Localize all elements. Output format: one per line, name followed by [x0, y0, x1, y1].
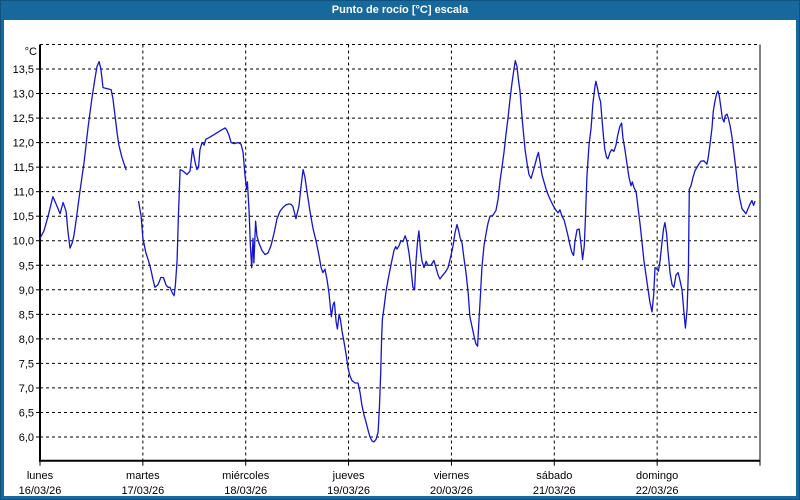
y-tick-label: 9,5	[19, 260, 34, 272]
y-tick-label: 12,0	[13, 138, 34, 150]
x-date-label: 16/03/26	[19, 485, 62, 497]
x-day-label: jueves	[332, 470, 365, 482]
chart-panel	[4, 20, 796, 496]
x-day-label: sábado	[536, 470, 572, 482]
x-day-label: lunes	[27, 470, 54, 482]
x-day-label: miércoles	[222, 470, 270, 482]
y-tick-label: 11,0	[13, 187, 34, 199]
x-date-label: 20/03/26	[430, 485, 473, 497]
x-date-label: 18/03/26	[224, 485, 267, 497]
y-tick-label: 10,5	[13, 211, 34, 223]
x-day-label: martes	[126, 470, 160, 482]
y-tick-label: 7,5	[19, 358, 34, 370]
x-day-label: domingo	[636, 470, 678, 482]
y-tick-label: 12,5	[13, 113, 34, 125]
title-bar: Punto de rocío [°C] escala	[0, 0, 800, 20]
y-tick-label: 13,5	[13, 64, 34, 76]
y-axis-unit-label: °C	[25, 46, 37, 58]
y-tick-label: 11,5	[13, 162, 34, 174]
y-tick-label: 8,0	[19, 334, 34, 346]
dew-point-line	[39, 60, 127, 249]
y-tick-label: 7,0	[19, 383, 34, 395]
dew-point-line	[137, 60, 756, 443]
x-date-label: 17/03/26	[121, 485, 164, 497]
y-tick-label: 10,0	[13, 236, 34, 248]
x-date-label: 21/03/26	[533, 485, 576, 497]
x-date-label: 19/03/26	[327, 485, 370, 497]
y-tick-label: 13,0	[13, 89, 34, 101]
x-date-label: 22/03/26	[636, 485, 679, 497]
y-tick-label: 6,5	[19, 407, 34, 419]
window-title: Punto de rocío [°C] escala	[331, 4, 469, 16]
y-tick-label: 9,0	[19, 285, 34, 297]
y-tick-label: 8,5	[19, 309, 34, 321]
y-tick-label: 6,0	[19, 432, 34, 444]
x-day-label: viernes	[434, 470, 470, 482]
